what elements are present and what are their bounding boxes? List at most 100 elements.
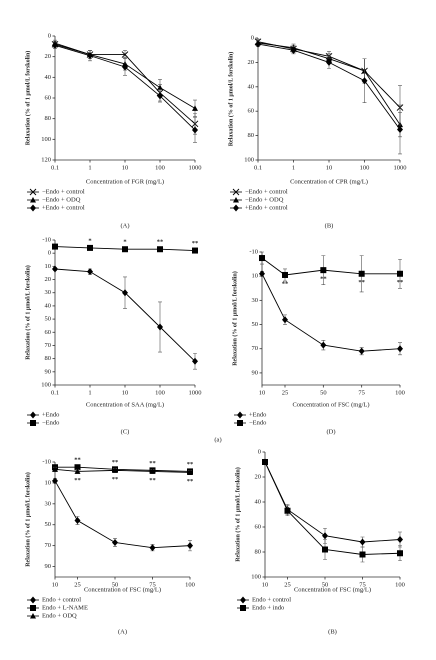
marker (157, 92, 163, 100)
marker (259, 255, 265, 262)
legend-marker (30, 204, 36, 212)
y-axis-label: Relaxation (% of 1 μmol/L forskolin) (231, 271, 238, 366)
marker (192, 126, 198, 134)
y-tick-label: 40 (255, 498, 262, 505)
axis (54, 240, 195, 386)
marker (359, 538, 366, 546)
x-tick-label: 100 (155, 164, 165, 171)
y-tick-label: 80 (248, 132, 255, 139)
legend-marker (240, 596, 246, 604)
y-tick-label: 100 (41, 136, 51, 143)
marker (122, 246, 128, 253)
marker (322, 546, 328, 553)
x-tick-label: 100 (395, 389, 405, 396)
marker (87, 52, 93, 60)
y-tick-label: 50 (45, 521, 52, 528)
y-tick-label: 90 (45, 368, 52, 375)
marker (52, 477, 58, 485)
legend-label: Endo + control (42, 596, 81, 603)
significance-label: ** (112, 459, 119, 466)
marker (322, 532, 328, 540)
y-axis-label: Relaxation (% of 1 μmol/L forskolin) (24, 51, 31, 146)
y-tick-label: 60 (255, 523, 262, 530)
x-tick-label: 75 (149, 581, 156, 588)
legend-label: +Endo + control (42, 204, 85, 211)
x-tick-label: 0.1 (51, 389, 59, 396)
y-tick-label: 20 (45, 53, 52, 60)
legend-label: −Endo + control (42, 188, 85, 195)
significance-label: ** (282, 280, 289, 287)
y-tick-label: 40 (45, 74, 52, 81)
legend-marker (30, 420, 36, 426)
y-tick-label: 30 (45, 289, 52, 296)
marker (122, 63, 128, 71)
marker (187, 542, 193, 550)
x-tick-label: 1 (292, 164, 295, 171)
marker (290, 46, 297, 54)
legend-label: Endo + L-NAME (42, 604, 88, 611)
x-tick-label: 100 (185, 581, 195, 588)
marker (52, 265, 58, 273)
significance-label: ** (397, 279, 404, 286)
marker (149, 544, 156, 552)
legend-label: −Endo (249, 419, 266, 426)
y-tick-label: 100 (41, 381, 51, 388)
marker (157, 246, 163, 253)
y-tick-label: 50 (45, 316, 52, 323)
y-tick-label: 40 (45, 302, 52, 309)
x-axis-label: Concentration of FSC (mg/L) (294, 586, 371, 593)
panel-caption: (A) (118, 628, 127, 635)
x-tick-label: 50 (112, 581, 119, 588)
y-tick-label: 0 (258, 448, 261, 455)
y-tick-label: 70 (45, 542, 52, 549)
x-tick-label: 100 (155, 389, 165, 396)
significance-label: ** (149, 460, 156, 467)
legend-marker (237, 420, 243, 426)
significance-label: ** (192, 240, 199, 247)
marker (320, 341, 327, 349)
x-tick-label: 1 (88, 389, 91, 396)
x-tick-label: 10 (122, 389, 129, 396)
marker (122, 289, 128, 297)
y-tick-label: 10 (252, 273, 259, 280)
marker (149, 468, 156, 474)
y-tick-label: 20 (248, 59, 255, 66)
marker (87, 268, 93, 276)
legend-marker (30, 613, 36, 619)
x-tick-label: 1 (88, 164, 91, 171)
marker (192, 105, 198, 111)
y-tick-label: 20 (255, 473, 262, 480)
y-tick-label: 30 (45, 500, 52, 507)
legend-marker (30, 411, 36, 419)
y-tick-label: 10 (45, 479, 52, 486)
legend-marker (240, 605, 246, 611)
marker (74, 468, 81, 474)
legend-marker (30, 596, 36, 604)
marker (74, 517, 81, 525)
marker (157, 84, 163, 91)
legend-label: −Endo (42, 419, 59, 426)
marker (112, 467, 118, 473)
y-tick-label: 30 (252, 297, 259, 304)
x-tick-label: 10 (326, 164, 333, 171)
marker (397, 126, 403, 133)
marker (359, 551, 366, 558)
y-tick-label: 80 (45, 355, 52, 362)
y-tick-label: 0 (48, 250, 51, 257)
panel-caption: (A) (120, 222, 129, 229)
x-axis-label: Concentration of SAA (mg/L) (86, 401, 164, 408)
marker (52, 41, 58, 49)
x-tick-label: 75 (359, 581, 366, 588)
marker (282, 316, 288, 324)
x-tick-label: 1000 (394, 164, 407, 171)
y-tick-label: 120 (41, 156, 51, 163)
marker (192, 357, 198, 365)
marker (284, 507, 291, 514)
y-tick-label: 60 (248, 108, 255, 115)
marker (262, 459, 268, 465)
marker (87, 244, 93, 251)
series-line (54, 480, 191, 549)
legend-label: +Endo (249, 411, 266, 418)
y-tick-label: 90 (45, 563, 52, 570)
